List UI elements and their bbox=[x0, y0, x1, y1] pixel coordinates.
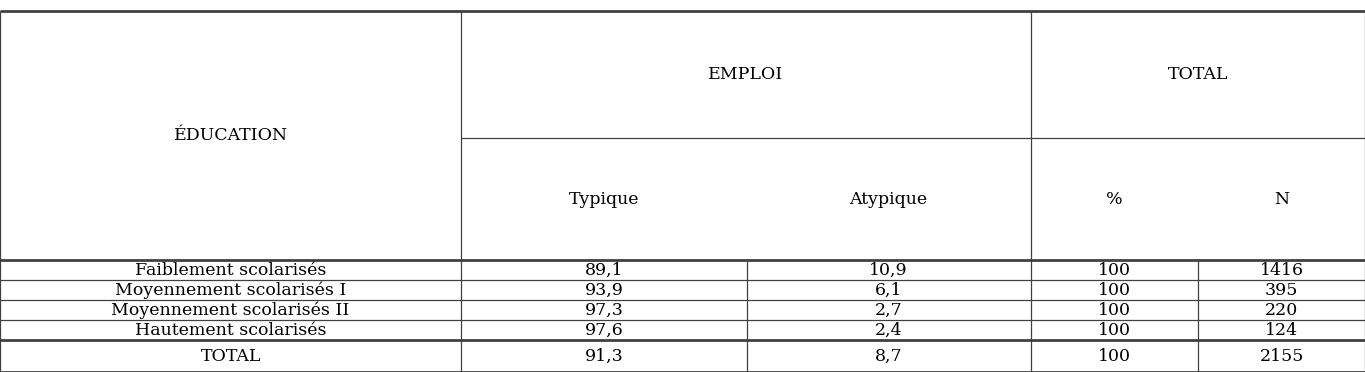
Text: 93,9: 93,9 bbox=[584, 282, 624, 299]
Text: ÉDUCATION: ÉDUCATION bbox=[173, 127, 288, 144]
Text: 100: 100 bbox=[1097, 322, 1132, 339]
Text: Hautement scolarisés: Hautement scolarisés bbox=[135, 322, 326, 339]
Text: 6,1: 6,1 bbox=[875, 282, 902, 299]
Text: Typique: Typique bbox=[569, 190, 639, 208]
Text: 100: 100 bbox=[1097, 348, 1132, 365]
Text: 124: 124 bbox=[1265, 322, 1298, 339]
Text: Moyennement scolarisés I: Moyennement scolarisés I bbox=[115, 282, 347, 299]
Text: 97,6: 97,6 bbox=[584, 322, 624, 339]
Text: 220: 220 bbox=[1265, 302, 1298, 319]
Text: 100: 100 bbox=[1097, 302, 1132, 319]
Text: N: N bbox=[1274, 190, 1290, 208]
Text: 89,1: 89,1 bbox=[584, 262, 624, 279]
Text: %: % bbox=[1106, 190, 1123, 208]
Text: 2,4: 2,4 bbox=[875, 322, 902, 339]
Text: Faiblement scolarisés: Faiblement scolarisés bbox=[135, 262, 326, 279]
Text: 100: 100 bbox=[1097, 282, 1132, 299]
Text: 2,7: 2,7 bbox=[875, 302, 902, 319]
Text: TOTAL: TOTAL bbox=[201, 348, 261, 365]
Text: 8,7: 8,7 bbox=[875, 348, 902, 365]
Text: 100: 100 bbox=[1097, 262, 1132, 279]
Text: TOTAL: TOTAL bbox=[1167, 66, 1228, 83]
Text: 91,3: 91,3 bbox=[584, 348, 624, 365]
Text: Atypique: Atypique bbox=[849, 190, 928, 208]
Text: Moyennement scolarisés II: Moyennement scolarisés II bbox=[112, 302, 349, 319]
Text: 97,3: 97,3 bbox=[584, 302, 624, 319]
Text: 1416: 1416 bbox=[1260, 262, 1304, 279]
Text: 2155: 2155 bbox=[1260, 348, 1304, 365]
Text: 10,9: 10,9 bbox=[870, 262, 908, 279]
Text: 395: 395 bbox=[1265, 282, 1298, 299]
Text: EMPLOI: EMPLOI bbox=[708, 66, 784, 83]
